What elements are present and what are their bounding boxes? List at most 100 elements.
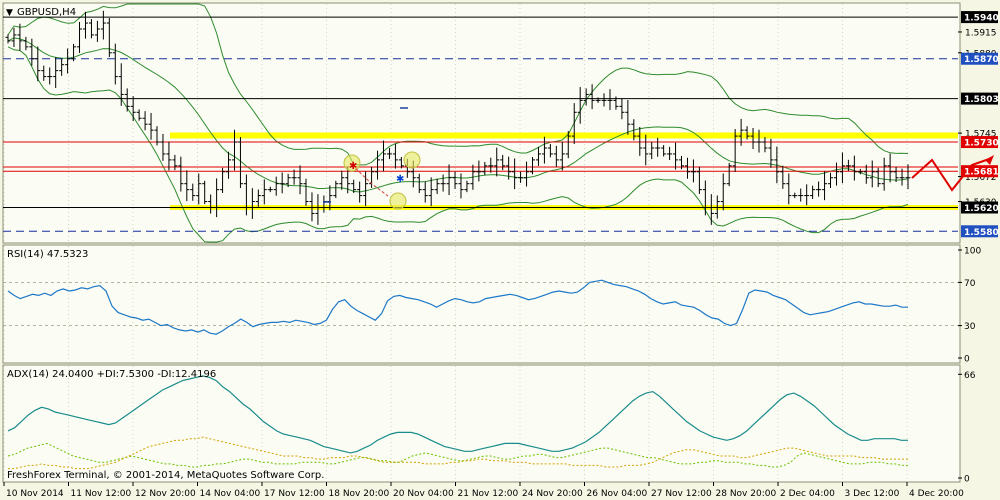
ohlc-bar xyxy=(315,194,321,225)
rsi-axis-label: 70 xyxy=(964,279,976,289)
ohlc-bar xyxy=(363,171,369,207)
ohlc-bar xyxy=(5,34,11,44)
ohlc-bar xyxy=(750,127,756,150)
price-label-text: 1.5940 xyxy=(964,14,999,24)
dropdown-arrow-icon[interactable]: ▼ xyxy=(6,8,13,18)
ohlc-bar xyxy=(446,164,452,196)
ohlc-bar xyxy=(696,166,702,194)
ohlc-bar xyxy=(905,164,911,190)
ohlc-bar xyxy=(339,170,345,190)
ohlc-bar xyxy=(822,171,828,201)
rsi-axis-label: 0 xyxy=(964,355,970,365)
ohlc-bar xyxy=(756,129,762,153)
price-axis-label: 1.5745 xyxy=(965,130,997,140)
ohlc-bar xyxy=(500,154,506,171)
ohlc-bar xyxy=(196,173,202,205)
copyright-text: FreshForex Terminal, © 2001-2014, MetaQu… xyxy=(7,470,324,481)
ohlc-bar xyxy=(148,112,154,140)
ohlc-bar xyxy=(559,141,565,171)
ohlc-bar xyxy=(833,162,839,186)
ohlc-bar xyxy=(887,153,893,183)
time-axis-label: 14 Nov 04:00 xyxy=(200,489,261,499)
ohlc-bar xyxy=(643,134,649,166)
ohlc-bar xyxy=(857,168,863,175)
price-label-box xyxy=(961,201,998,214)
ohlc-bar xyxy=(124,88,130,112)
time-axis-label: 20 Nov 04:00 xyxy=(393,489,454,499)
rsi-axis-label: 30 xyxy=(964,322,976,332)
ohlc-bar xyxy=(380,140,386,172)
adx-frame xyxy=(2,364,961,483)
price-label-text: 1.5620 xyxy=(964,204,999,214)
ohlc-bar xyxy=(673,142,679,170)
adx-axis: 66 0 xyxy=(958,371,976,485)
ohlc-bar xyxy=(184,170,190,202)
ohlc-bar xyxy=(684,157,690,179)
ohlc-bar xyxy=(357,181,363,203)
ohlc-bar xyxy=(637,126,643,156)
ohlc-bar xyxy=(547,144,553,158)
ohlc-bar xyxy=(464,180,470,193)
ohlc-bar xyxy=(839,152,845,184)
ohlc-bar xyxy=(267,186,273,193)
time-axis-label: 12 Nov 20:00 xyxy=(135,489,196,499)
ohlc-bar xyxy=(243,174,249,216)
time-axis-label: 17 Nov 12:00 xyxy=(264,489,325,499)
ohlc-bar xyxy=(309,192,315,222)
symbol-title: GBPUSD,H4 xyxy=(17,7,76,18)
ohlc-bar xyxy=(470,164,476,190)
ohlc-bar xyxy=(136,109,142,121)
ohlc-bar xyxy=(71,43,77,62)
arrow-trace xyxy=(351,164,389,197)
ohlc-bar xyxy=(607,89,613,111)
price-axis-label: 1.5915 xyxy=(965,28,997,38)
price-axis: 1.59151.58801.57451.56721.56301.59401.58… xyxy=(958,11,999,238)
ohlc-bar xyxy=(386,147,392,160)
price-label-box xyxy=(961,225,998,238)
ohlc-bar xyxy=(535,146,541,166)
ohlc-bar xyxy=(82,11,88,39)
ohlc-bar xyxy=(488,157,494,173)
ohlc-bar xyxy=(619,98,625,120)
ohlc-bar xyxy=(142,111,148,131)
ohlc-bar xyxy=(482,161,488,176)
bollinger-middle xyxy=(7,37,909,193)
ohlc-bar xyxy=(249,188,255,219)
rsi-series-line xyxy=(7,279,908,335)
time-axis-label: 3 Dec 12:00 xyxy=(845,489,900,499)
ohlc-bar xyxy=(667,146,673,161)
ohlc-bar xyxy=(178,156,184,192)
ohlc-bars xyxy=(5,10,911,225)
ohlc-bar xyxy=(106,18,112,58)
sell-arrow-icon: ✱ xyxy=(349,161,357,172)
price-chart[interactable]: ✱ ✱ ▼ GBPUSD,H4 1.59151.58801.57451.5672… xyxy=(2,2,999,244)
ohlc-bar xyxy=(17,23,23,51)
ohlc-bar xyxy=(94,20,100,42)
ohlc-bar xyxy=(518,171,524,183)
di-plus-series-line xyxy=(7,442,908,468)
rsi-panel[interactable]: RSI(14) 47.5323 100 70 30 0 xyxy=(2,244,981,365)
ohlc-bar xyxy=(714,195,720,219)
ohlc-bar xyxy=(285,173,291,188)
adx-panel[interactable]: ADX(14) 24.0400 +DI:7.5300 -DI:12.4196 F… xyxy=(2,364,976,485)
price-axis-label: 1.5672 xyxy=(965,173,997,183)
ohlc-bar xyxy=(279,172,285,194)
adx-title: ADX(14) 24.0400 +DI:7.5300 -DI:12.4196 xyxy=(7,369,216,380)
price-label-box xyxy=(961,136,998,149)
ohlc-bar xyxy=(804,184,810,206)
ohlc-bar xyxy=(828,172,834,188)
ohlc-bar xyxy=(726,162,732,187)
ohlc-bar xyxy=(118,63,124,106)
ohlc-bar xyxy=(47,67,53,85)
adx-series-line xyxy=(7,375,908,454)
ohlc-bar xyxy=(774,146,780,184)
ohlc-bar xyxy=(351,179,357,194)
ohlc-bar xyxy=(237,137,243,188)
ohlc-bar xyxy=(744,126,750,140)
ohlc-bar xyxy=(303,178,309,206)
ohlc-bar xyxy=(738,118,744,146)
ohlc-bar xyxy=(428,177,434,207)
price-chart-frame xyxy=(2,2,961,244)
rsi-title: RSI(14) 47.5323 xyxy=(7,249,88,260)
